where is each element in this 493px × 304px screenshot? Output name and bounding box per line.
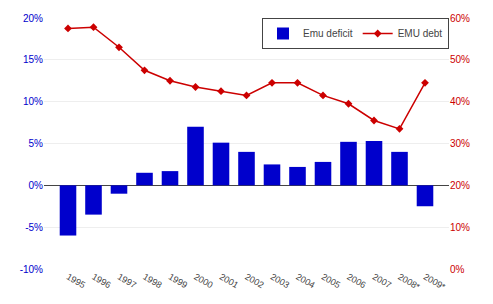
svg-text:5%: 5%: [29, 138, 44, 149]
svg-text:2007: 2007: [371, 271, 393, 290]
svg-text:1995: 1995: [65, 271, 87, 290]
svg-text:20%: 20%: [23, 13, 43, 24]
svg-text:0%: 0%: [450, 264, 465, 275]
svg-text:2000: 2000: [192, 271, 214, 290]
svg-text:Emu deficit: Emu deficit: [303, 28, 353, 39]
svg-text:15%: 15%: [23, 54, 43, 65]
svg-text:EMU debt: EMU debt: [398, 28, 443, 39]
svg-text:1996: 1996: [90, 271, 112, 290]
svg-text:1999: 1999: [167, 271, 189, 290]
svg-text:2002: 2002: [243, 271, 265, 290]
svg-text:1998: 1998: [141, 271, 163, 290]
svg-text:2001: 2001: [218, 271, 240, 290]
svg-text:2004: 2004: [294, 271, 316, 290]
svg-text:1997: 1997: [116, 271, 138, 290]
svg-text:-5%: -5%: [25, 222, 43, 233]
svg-text:-10%: -10%: [20, 264, 43, 275]
svg-text:0%: 0%: [29, 180, 44, 191]
svg-text:40%: 40%: [450, 96, 470, 107]
svg-text:2005: 2005: [320, 271, 342, 290]
svg-text:2006: 2006: [345, 271, 367, 290]
svg-text:50%: 50%: [450, 54, 470, 65]
svg-text:30%: 30%: [450, 138, 470, 149]
svg-text:2003: 2003: [269, 271, 291, 290]
svg-text:2009*: 2009*: [422, 271, 448, 292]
svg-text:60%: 60%: [450, 13, 470, 24]
svg-text:10%: 10%: [450, 222, 470, 233]
svg-text:20%: 20%: [450, 180, 470, 191]
svg-text:10%: 10%: [23, 96, 43, 107]
svg-text:2008*: 2008*: [396, 271, 422, 292]
